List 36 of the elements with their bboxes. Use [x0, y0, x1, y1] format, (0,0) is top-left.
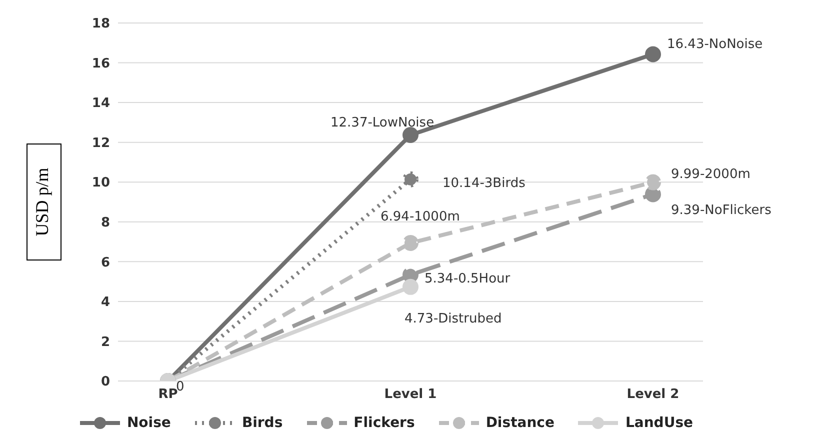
- point: [645, 46, 661, 62]
- y-tick-label: 16: [92, 56, 110, 72]
- x-tick-label: RP: [158, 387, 178, 402]
- legend-label: Distance: [486, 415, 554, 431]
- y-tick-label: 6: [100, 255, 110, 270]
- y-tick-label: 4: [100, 295, 110, 310]
- point: [645, 186, 661, 202]
- x-tick-label: Level 2: [626, 387, 680, 402]
- y-tick-label: 0: [100, 374, 110, 390]
- annotation: 5.34-0.5Hour: [424, 271, 511, 286]
- x-tick-label: Level 1: [384, 387, 437, 402]
- y-tick-label: 10: [92, 176, 110, 191]
- legend-label: Noise: [126, 415, 171, 431]
- legend-label: Flickers: [354, 415, 415, 431]
- point: [402, 171, 418, 188]
- y-tick-label: 14: [92, 96, 110, 112]
- y-tick-label: 2: [100, 334, 110, 350]
- y-tick-label: 8: [100, 216, 110, 231]
- annotation: 12.37-LowNoise: [330, 116, 434, 131]
- point: [402, 266, 418, 283]
- legend-label: LandUse: [625, 415, 694, 431]
- y-axis-title: USD p/m: [32, 168, 52, 236]
- annotation: 9.99-2000m: [671, 166, 750, 182]
- annotation: 10.14-3Birds: [442, 176, 526, 191]
- y-tick-label: 12: [92, 136, 110, 151]
- legend-label: Birds: [242, 415, 283, 431]
- point: [402, 234, 418, 251]
- point: [402, 126, 418, 143]
- point: [402, 278, 418, 295]
- point: [645, 174, 661, 190]
- annotation: 9.39-NoFlickers: [671, 202, 772, 218]
- annotation: 16.43-NoNoise: [667, 36, 763, 52]
- y-tick-label: 18: [92, 16, 110, 32]
- annotation: 6.94-1000m: [380, 210, 460, 225]
- annotation: 4.73-Distrubed: [404, 311, 502, 326]
- annotation: 0: [176, 380, 184, 395]
